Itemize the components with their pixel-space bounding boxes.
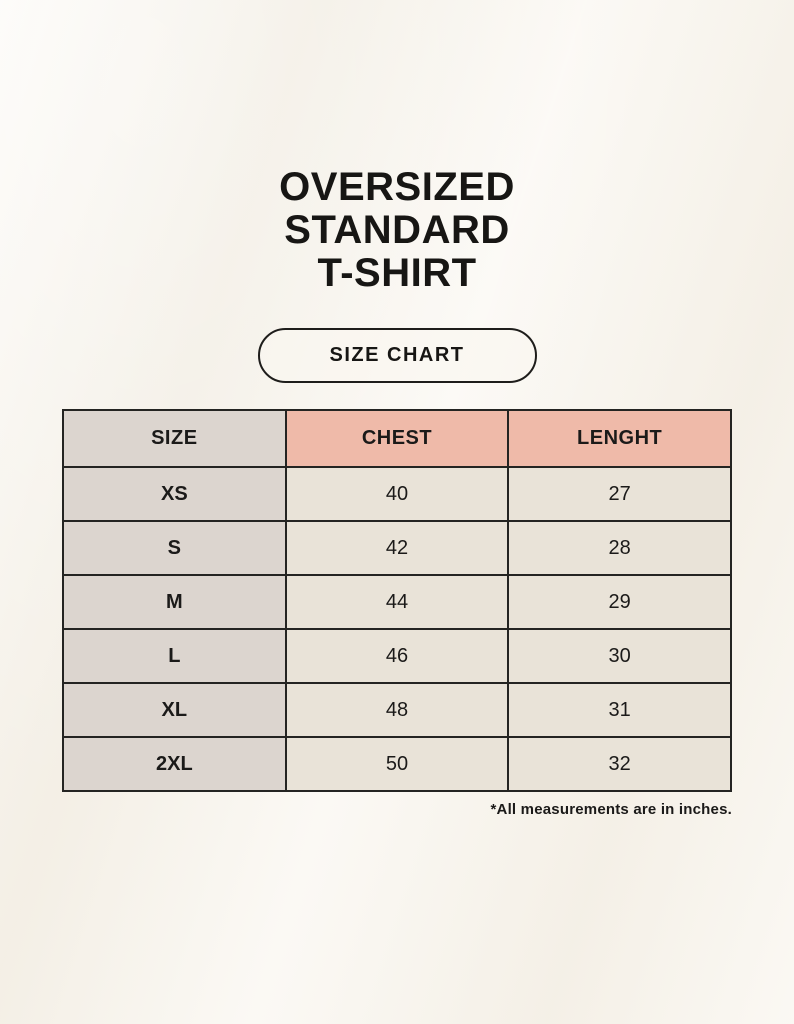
length-cell: 27: [507, 466, 732, 522]
chest-cell: 50: [284, 736, 510, 792]
length-cell: 31: [507, 682, 732, 738]
size-cell: XL: [62, 682, 287, 738]
page-title: OVERSIZED STANDARD T-SHIRT: [279, 166, 515, 295]
table-row: L 46 30: [62, 628, 732, 684]
length-cell: 28: [507, 520, 732, 576]
size-cell: M: [62, 574, 287, 630]
size-cell: XS: [62, 466, 287, 522]
title-line-3: T-SHIRT: [317, 251, 477, 295]
size-cell: L: [62, 628, 287, 684]
chest-cell: 42: [284, 520, 510, 576]
size-cell: 2XL: [62, 736, 287, 792]
size-chart-badge: SIZE CHART: [257, 328, 537, 383]
length-cell: 30: [507, 628, 732, 684]
title-line-2: STANDARD: [284, 208, 510, 252]
column-header-length: LENGHT: [507, 409, 732, 468]
size-table: SIZE CHEST LENGHT XS 40 27 S 42 28 M 44 29 L 46 30 X…: [62, 409, 732, 792]
title-line-1: OVERSIZED: [279, 165, 515, 209]
table-row: XL 48 31: [62, 682, 732, 738]
measurements-footnote: *All measurements are in inches.: [490, 801, 732, 818]
table-row: S 42 28: [62, 520, 732, 576]
length-cell: 32: [507, 736, 732, 792]
column-header-size: SIZE: [62, 409, 287, 468]
length-cell: 29: [507, 574, 732, 630]
table-row: 2XL 50 32: [62, 736, 732, 792]
table-header-row: SIZE CHEST LENGHT: [62, 409, 732, 468]
size-table-body: XS 40 27 S 42 28 M 44 29 L 46 30 XL 48 31 2XL 50 32: [62, 466, 732, 792]
chest-cell: 40: [284, 466, 510, 522]
column-header-chest: CHEST: [284, 409, 510, 468]
chest-cell: 44: [284, 574, 510, 630]
chest-cell: 48: [284, 682, 510, 738]
table-row: XS 40 27: [62, 466, 732, 522]
table-row: M 44 29: [62, 574, 732, 630]
chest-cell: 46: [284, 628, 510, 684]
size-cell: S: [62, 520, 287, 576]
